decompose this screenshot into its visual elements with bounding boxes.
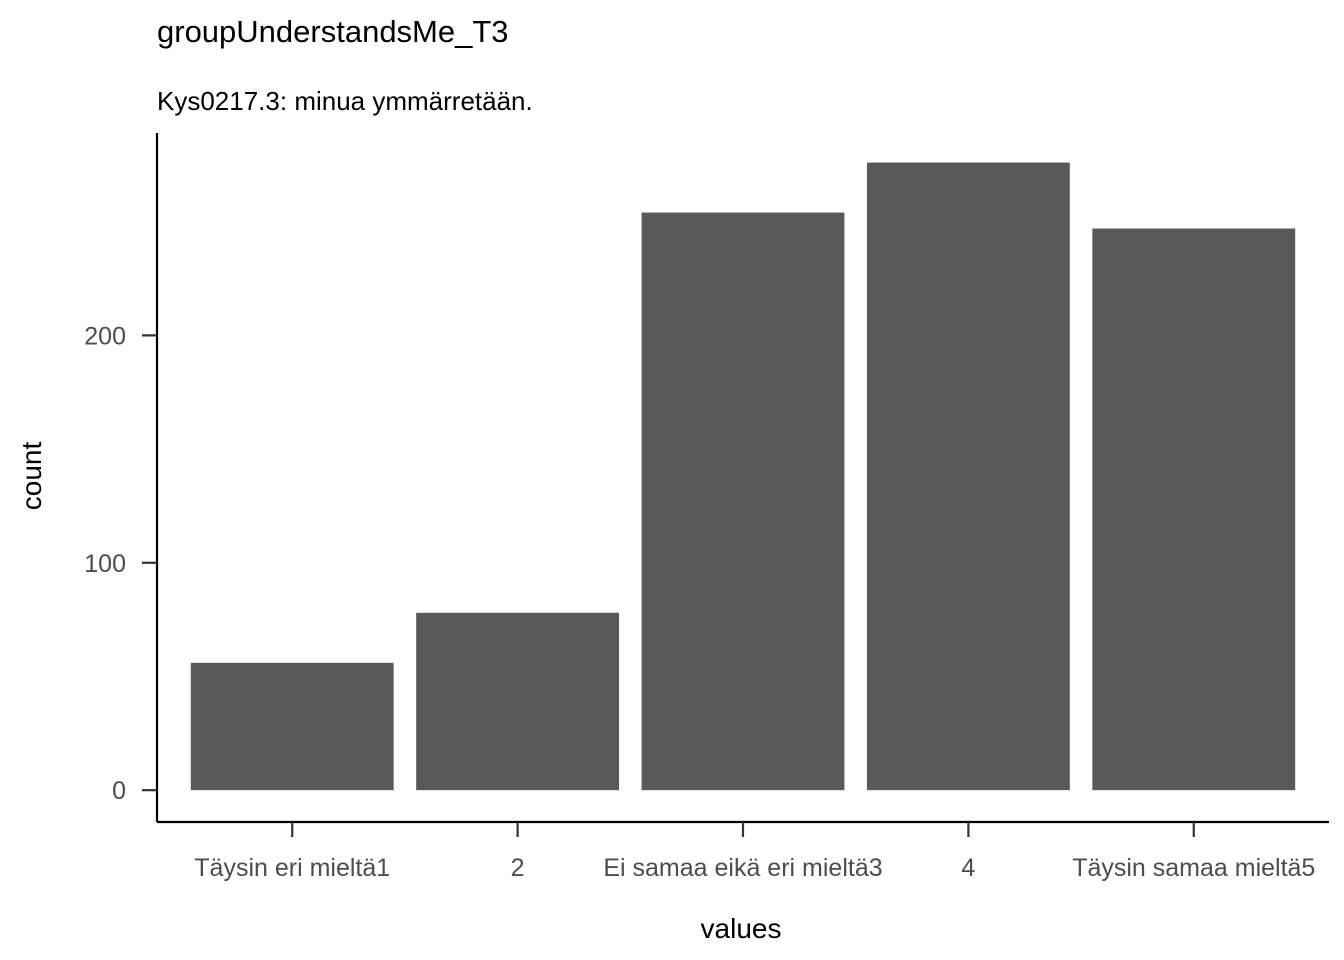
y-tick-label: 100 <box>84 550 126 578</box>
x-tick-label: Täysin eri mieltä1 <box>194 854 390 882</box>
bars-group <box>190 162 1296 791</box>
bar-1 <box>190 662 394 791</box>
x-tick-label: Täysin samaa mieltä5 <box>1072 854 1315 882</box>
y-axis: 0 100 200 <box>84 133 159 822</box>
chart-subtitle: Kys0217.3: minua ymmärretään. <box>157 86 533 116</box>
y-tick-label: 0 <box>112 777 126 805</box>
bar-5 <box>1092 228 1296 791</box>
bar-3 <box>641 212 845 791</box>
bar-4 <box>866 162 1070 791</box>
x-tick-label: 2 <box>511 854 525 882</box>
y-axis-title: count <box>16 442 47 511</box>
x-axis-title: values <box>701 913 782 944</box>
x-axis: Täysin eri mieltä1 2 Ei samaa eikä eri mie… <box>157 820 1329 882</box>
x-tick-label: Ei samaa eikä eri mieltä3 <box>603 854 882 882</box>
x-tick-label: 4 <box>961 854 975 882</box>
chart-title: groupUnderstandsMe_T3 <box>157 14 509 49</box>
bar-2 <box>416 612 620 791</box>
y-tick-label: 200 <box>84 322 126 350</box>
